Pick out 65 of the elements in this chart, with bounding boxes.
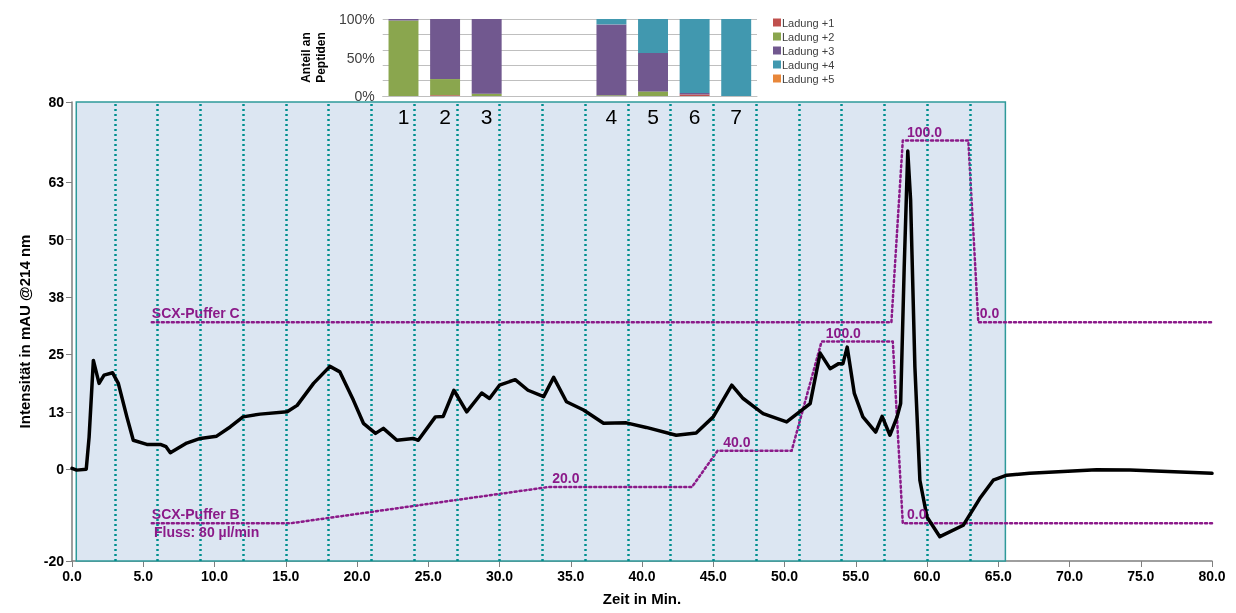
- x-tick-label: 65.0: [984, 568, 1013, 584]
- annotation: Fluss: 80 µl/min: [154, 524, 260, 540]
- y-tick-label: 0%: [354, 88, 375, 104]
- bar: [721, 19, 752, 96]
- x-tick-label: 1: [397, 105, 410, 128]
- x-tick-label: 75.0: [1127, 568, 1155, 584]
- x-tick-label: 60.0: [913, 568, 941, 584]
- bar: [679, 19, 710, 93]
- y-tick-label: -20: [43, 553, 65, 569]
- legend-label: Ladung +3: [782, 44, 835, 57]
- legend-label: Ladung +2: [782, 30, 835, 43]
- x-tick-label: 5.0: [133, 568, 154, 584]
- y-tick-label: 50%: [346, 49, 375, 66]
- bar: [430, 79, 461, 96]
- x-tick-label: 45.0: [699, 568, 728, 584]
- x-tick-label: 35.0: [557, 568, 585, 584]
- y-tick-label: 25: [48, 346, 65, 363]
- x-tick-label: 20.0: [343, 568, 371, 584]
- y-tick-label: 80: [48, 94, 65, 110]
- bar: [596, 24, 627, 96]
- legend-label: Ladung +5: [782, 72, 835, 85]
- x-tick-label: 4: [605, 105, 618, 128]
- bar: [388, 20, 419, 96]
- y-tick-label: 38: [48, 289, 65, 306]
- y-tick-label: 13: [48, 403, 65, 420]
- bar: [638, 91, 668, 96]
- x-tick-label: 15.0: [272, 568, 300, 584]
- x-tick-label: 55.0: [842, 568, 870, 584]
- x-tick-label: 70.0: [1055, 568, 1084, 584]
- annotation: 0.0: [979, 305, 1000, 322]
- y-axis-title: Intensität in mAU @214 nm: [16, 234, 33, 429]
- y-tick-label: 100%: [338, 11, 375, 27]
- x-tick-label: 3: [480, 105, 493, 128]
- annotation: 0.0: [907, 506, 927, 523]
- x-tick-label: 7: [730, 105, 743, 128]
- y-axis-title: Anteil an Peptiden: [298, 32, 328, 83]
- legend-label: Ladung +4: [782, 58, 835, 71]
- x-tick-label: 6: [688, 105, 701, 128]
- series-label: SCX-Puffer C: [151, 305, 240, 322]
- x-tick-label: 0.0: [62, 568, 82, 584]
- y-tick-label: 0: [56, 461, 65, 478]
- series-label: SCX-Puffer B: [151, 506, 240, 523]
- x-tick-label: 25.0: [414, 568, 443, 584]
- legend-label: Ladung +1: [782, 16, 835, 29]
- x-tick-label: 50.0: [770, 568, 799, 584]
- y-tick-label: 63: [48, 174, 65, 191]
- line-series: [150, 340, 1214, 525]
- x-tick-label: 10.0: [200, 568, 229, 584]
- x-tick-label: 80.0: [1198, 568, 1226, 584]
- x-tick-label: 40.0: [628, 568, 656, 584]
- bar: [638, 52, 668, 92]
- annotation: 100.0: [907, 123, 943, 140]
- y-tick-label: 50: [48, 231, 65, 248]
- annotation: 100.0: [825, 324, 862, 341]
- x-axis-title: Zeit in Min.: [602, 590, 682, 607]
- x-tick-label: 30.0: [485, 568, 514, 584]
- bar: [430, 19, 461, 80]
- bar: [638, 19, 668, 53]
- annotation: 20.0: [552, 470, 580, 487]
- x-tick-label: 5: [647, 105, 659, 128]
- annotation: 40.0: [723, 433, 751, 450]
- bar: [471, 19, 502, 94]
- line-series: [70, 149, 1214, 539]
- x-tick-label: 2: [439, 105, 451, 128]
- bar: [596, 19, 627, 25]
